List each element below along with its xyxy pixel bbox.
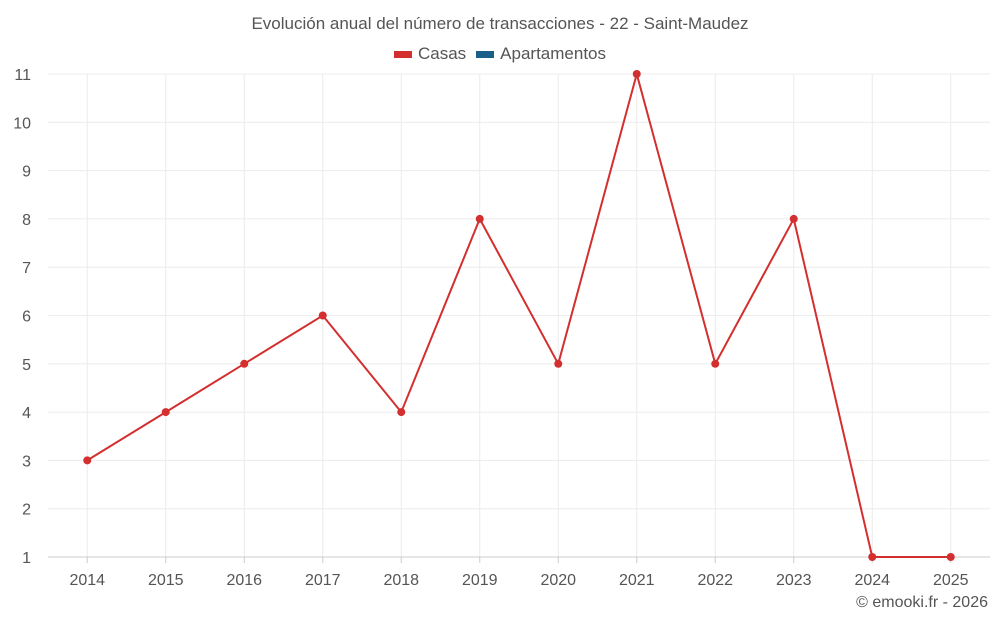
x-tick-label: 2014 — [69, 572, 105, 589]
x-tick-label: 2025 — [933, 572, 969, 589]
legend-item-apartamentos[interactable]: Apartamentos — [476, 44, 606, 64]
y-tick-label: 8 — [22, 212, 31, 229]
y-tick-label: 9 — [22, 164, 31, 181]
data-point — [554, 359, 563, 368]
data-point — [868, 553, 877, 561]
x-tick-label: 2017 — [305, 572, 341, 589]
chart-title: Evolución anual del número de transaccio… — [251, 14, 749, 33]
x-tick-label: 2021 — [619, 572, 655, 589]
x-tick-label: 2015 — [148, 572, 184, 589]
y-tick-label: 5 — [22, 357, 31, 374]
data-point — [711, 359, 720, 368]
data-point — [318, 311, 327, 320]
series-line-casas — [86, 70, 951, 558]
y-tick-label: 1 — [22, 550, 31, 567]
legend-swatch-casas — [393, 50, 412, 58]
x-tick-label: 2018 — [383, 572, 419, 589]
legend-swatch-apartamentos — [476, 50, 495, 58]
y-tick-label: 6 — [22, 309, 31, 326]
y-tick-label: 2 — [22, 502, 31, 519]
data-point — [240, 359, 249, 368]
x-tick-label: 2024 — [854, 572, 890, 589]
legend: Casas Apartamentos — [0, 44, 1000, 64]
x-tick-label: 2016 — [226, 572, 262, 589]
y-tick-label: 7 — [22, 260, 31, 277]
legend-item-casas[interactable]: Casas — [393, 44, 467, 64]
y-tick-label: 3 — [22, 453, 31, 470]
y-tick-label: 4 — [22, 405, 31, 422]
data-point — [397, 408, 406, 417]
data-point — [161, 408, 170, 417]
data-point — [632, 70, 641, 78]
x-tick-label: 2022 — [697, 572, 733, 589]
x-tick-label: 2023 — [776, 572, 812, 589]
legend-label-apartamentos: Apartamentos — [500, 44, 607, 63]
legend-label-casas: Casas — [417, 44, 467, 63]
credit-text: © emooki.fr - 2026 — [856, 594, 988, 611]
data-point — [946, 553, 955, 561]
y-tick-label: 10 — [13, 115, 31, 132]
y-tick-label: 11 — [14, 67, 31, 84]
x-tick-label: 2020 — [540, 572, 576, 589]
data-point — [475, 214, 484, 223]
data-point — [789, 214, 798, 223]
x-tick-label: 2019 — [462, 572, 498, 589]
data-point — [83, 456, 92, 465]
